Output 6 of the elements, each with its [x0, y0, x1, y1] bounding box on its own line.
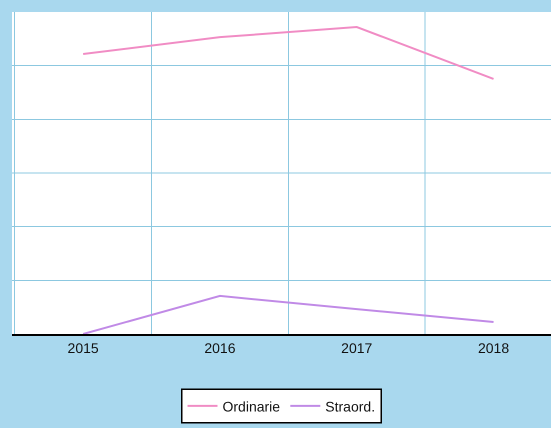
legend-label: Ordinarie — [222, 398, 280, 414]
x-tick-label: 2015 — [68, 340, 99, 356]
legend-label: Straord. — [325, 398, 376, 414]
x-tick-label: 2017 — [341, 340, 373, 356]
x-tick-label: 2018 — [478, 340, 510, 356]
x-tick-label: 2016 — [204, 340, 236, 356]
